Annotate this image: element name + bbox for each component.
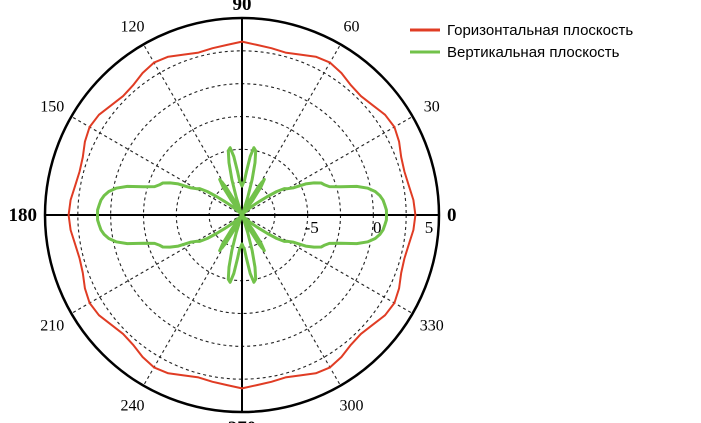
angle-tick-labels: 0 30 60 90 120 150 180 210 240 270 300 330 xyxy=(9,0,457,423)
radial-tick-label: -5 xyxy=(305,218,319,237)
grid-spoke xyxy=(71,116,243,216)
radial-tick-label: 5 xyxy=(425,218,434,237)
legend: Горизонтальная плоскость Вертикальная пл… xyxy=(410,22,633,61)
angle-tick-label: 300 xyxy=(340,398,364,415)
angle-tick-label: 90 xyxy=(233,0,252,15)
radial-tick-label: 0 xyxy=(373,218,382,237)
grid-spoke xyxy=(241,116,413,216)
angle-tick-label: 180 xyxy=(9,205,38,226)
series-layer xyxy=(67,40,417,390)
angle-tick-label: 270 xyxy=(228,418,257,423)
legend-label-horizontal: Горизонтальная плоскость xyxy=(447,22,633,39)
angle-tick-label: 240 xyxy=(121,398,145,415)
angle-tick-label: 0 xyxy=(447,205,457,226)
angle-tick-label: 60 xyxy=(344,18,360,35)
grid-spoke xyxy=(241,214,413,314)
angle-tick-label: 330 xyxy=(420,318,444,335)
legend-label-vertical: Вертикальная плоскость xyxy=(447,44,620,61)
angle-tick-label: 150 xyxy=(40,99,64,116)
angle-tick-label: 120 xyxy=(121,18,145,35)
radial-tick-labels: -5 0 5 xyxy=(305,218,434,237)
series-vertical-plane xyxy=(96,146,388,284)
angle-tick-label: 210 xyxy=(40,318,64,335)
angle-tick-label: 30 xyxy=(424,99,440,116)
series-horizontal-plane xyxy=(67,40,417,390)
grid-spoke xyxy=(71,214,243,314)
